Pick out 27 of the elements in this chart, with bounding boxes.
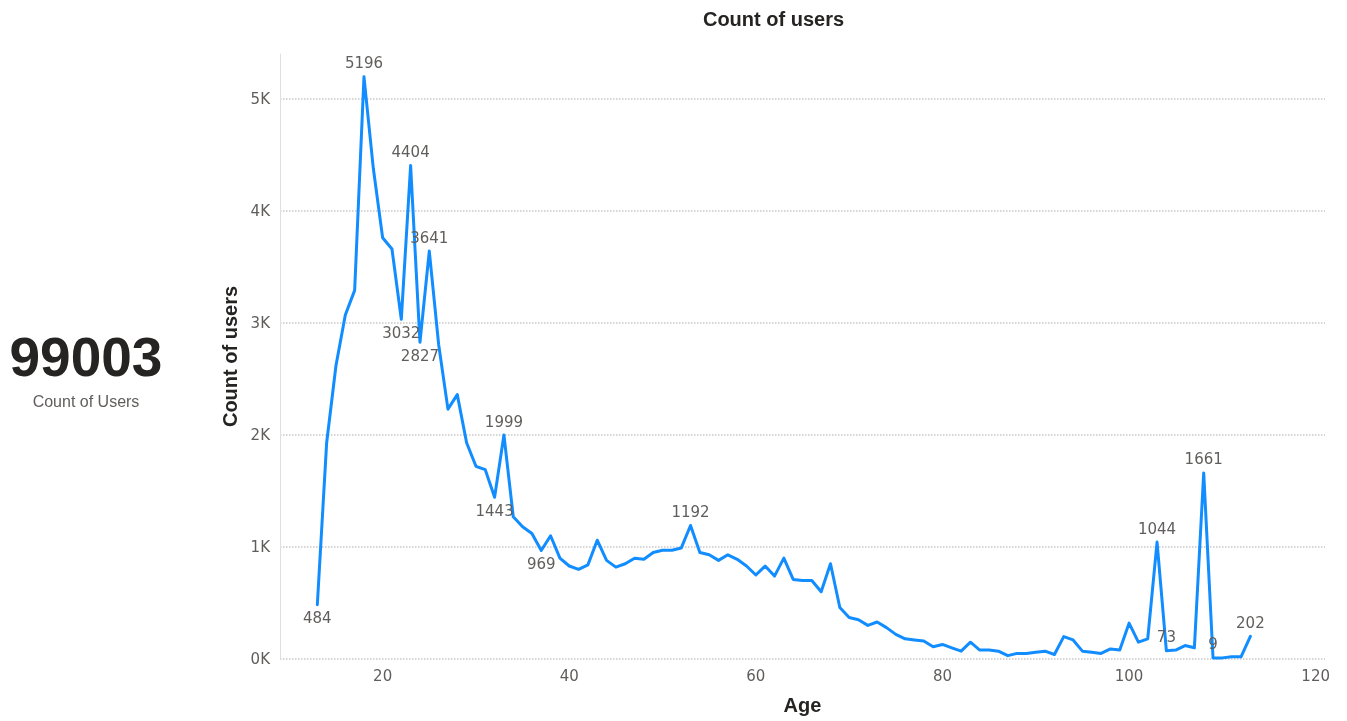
y-tick-label: 4K: [250, 201, 272, 220]
data-label: 1661: [1184, 450, 1223, 469]
y-tick-label: 2K: [250, 425, 272, 444]
category-label: Count of Users: [31, 392, 141, 412]
chart-title: Count of users: [702, 8, 845, 30]
y-axis-title: Count of users: [218, 285, 241, 428]
y-tick-label: 5K: [250, 89, 272, 108]
x-tick-label: 20: [373, 666, 393, 685]
data-label: 484: [303, 609, 332, 628]
data-label: 969: [526, 554, 556, 573]
data-label: 202: [1236, 613, 1265, 632]
data-label: 1044: [1137, 519, 1177, 538]
y-tick-label: 3K: [250, 313, 272, 332]
x-tick-label: 80: [932, 666, 952, 685]
data-label: 1999: [484, 412, 524, 431]
data-label: 5196: [344, 54, 384, 73]
x-tick-label: 60: [746, 666, 766, 685]
x-tick-label: 120: [1301, 666, 1330, 685]
x-tick-label: 40: [559, 666, 579, 685]
y-tick-label: 0K: [250, 650, 272, 668]
data-label: 2827: [400, 346, 440, 365]
data-label: 4404: [391, 143, 430, 162]
x-tick-label: 100: [1114, 666, 1144, 685]
data-label: 99003: [9, 326, 163, 388]
y-tick-label: 1K: [250, 537, 272, 556]
x-axis-title: Age: [783, 694, 822, 716]
data-label: 1192: [671, 502, 710, 521]
